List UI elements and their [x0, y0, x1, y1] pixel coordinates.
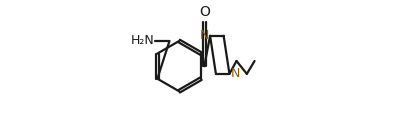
Text: N: N	[230, 67, 239, 80]
Text: O: O	[198, 5, 209, 19]
Text: N: N	[199, 29, 209, 42]
Text: H₂N: H₂N	[130, 34, 154, 48]
